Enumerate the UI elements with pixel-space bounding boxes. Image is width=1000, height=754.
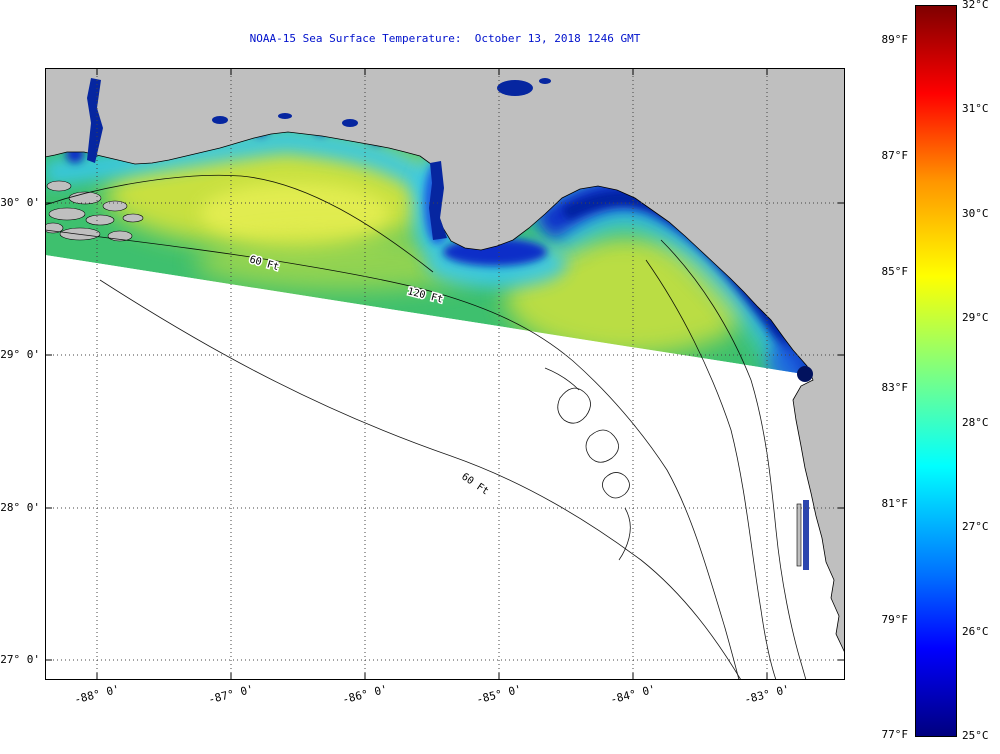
axis-ticks xyxy=(45,68,845,680)
colorbar-fahrenheit-label: 79°F xyxy=(881,613,909,626)
colorbar-celsius-label: 32°C xyxy=(962,0,989,11)
colorbar-gradient xyxy=(915,5,957,737)
colorbar-celsius-label: 25°C xyxy=(962,729,989,742)
land xyxy=(44,67,846,654)
colorbar-celsius-label: 27°C xyxy=(962,520,989,533)
colorbar-fahrenheit-label: 83°F xyxy=(881,381,909,394)
colorbar-celsius-label: 29°C xyxy=(962,311,989,324)
plot-border xyxy=(45,68,845,680)
y-tick-label: 28° 0' xyxy=(0,501,40,514)
colorbar-celsius-label: 31°C xyxy=(962,102,989,115)
x-tick-label: -88° 0' xyxy=(72,682,122,707)
colorbar-fahrenheit-label: 81°F xyxy=(881,497,909,510)
y-tick-label: 29° 0' xyxy=(0,348,40,361)
bathymetry-contours xyxy=(44,174,807,681)
x-tick-label: -85° 0' xyxy=(474,682,524,707)
colorbar-fahrenheit-label: 89°F xyxy=(881,33,909,46)
colorbar-celsius-label: 26°C xyxy=(962,625,989,638)
x-tick-label: -86° 0' xyxy=(340,682,390,707)
colorbar-celsius-label: 28°C xyxy=(962,416,989,429)
x-tick-label: -87° 0' xyxy=(206,682,256,707)
x-tick-label: -84° 0' xyxy=(608,682,658,707)
y-tick-label: 27° 0' xyxy=(0,653,40,666)
colorbar-fahrenheit-label: 85°F xyxy=(881,265,909,278)
colorbar-celsius-label: 30°C xyxy=(962,207,989,220)
inland-water xyxy=(87,78,809,570)
colorbar-fahrenheit-label: 77°F xyxy=(881,728,909,741)
page-title: NOAA-15 Sea Surface Temperature: October… xyxy=(249,32,641,45)
graticule-gridlines xyxy=(45,68,845,680)
colorbar-fahrenheit-label: 87°F xyxy=(881,149,909,162)
y-tick-label: 30° 0' xyxy=(0,196,40,209)
map-plot: 60 Ft 120 Ft 60 Ft xyxy=(42,67,846,681)
x-tick-label: -83° 0' xyxy=(742,682,792,707)
swath-tip-dark-spot xyxy=(797,366,813,382)
map-canvas: 60 Ft 120 Ft 60 Ft xyxy=(42,67,846,681)
